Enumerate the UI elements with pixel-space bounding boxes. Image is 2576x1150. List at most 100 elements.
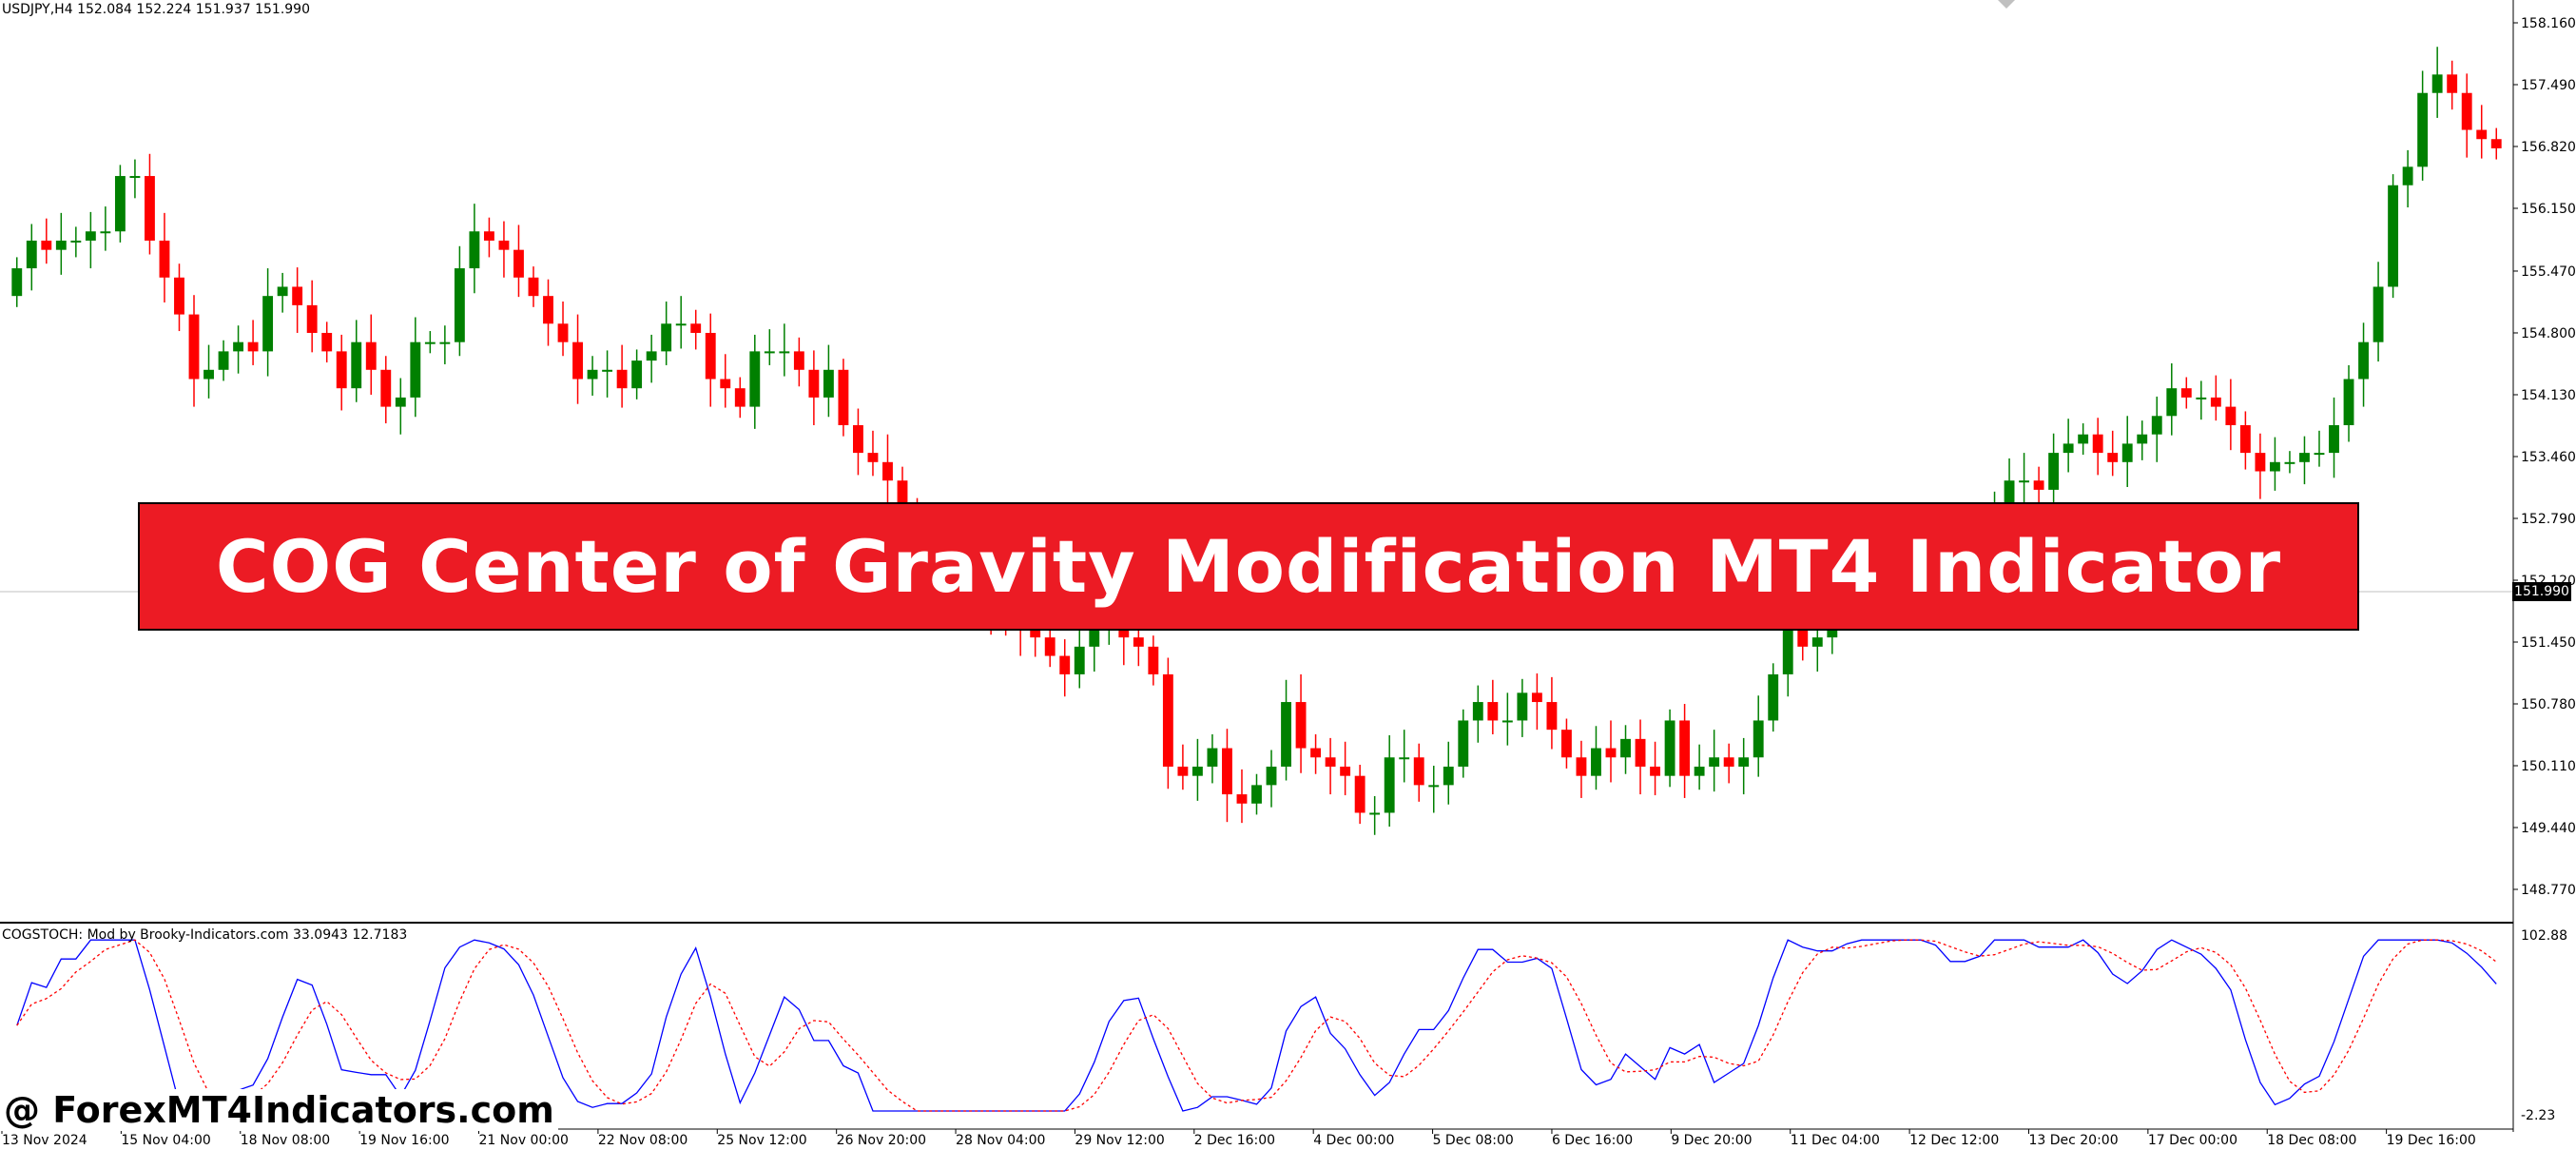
- candle-body: [1030, 628, 1041, 638]
- price-tick-label: 158.160: [2521, 16, 2576, 31]
- candle-body: [1222, 748, 1232, 795]
- candle-body: [454, 268, 465, 342]
- candle-body: [1531, 692, 1542, 703]
- stoch-main-line: [16, 939, 2497, 1112]
- candle-body: [188, 314, 200, 380]
- stochastic-lines: [16, 939, 2497, 1112]
- chart-shift-marker-icon[interactable]: [1998, 0, 2015, 9]
- candle-body: [646, 351, 657, 361]
- candle-body: [1517, 692, 1528, 721]
- candle-body: [1148, 646, 1159, 674]
- candle-body: [1679, 720, 1691, 776]
- candle-body: [1133, 637, 1144, 647]
- time-tick-label: 2 Dec 16:00: [1194, 1133, 1275, 1148]
- candle-body: [1591, 748, 1601, 776]
- candle-body: [55, 240, 67, 250]
- candle-body: [1620, 738, 1631, 758]
- candle-body: [1295, 702, 1307, 749]
- candle-body: [1797, 628, 1809, 647]
- candle-body: [292, 286, 303, 305]
- candle-body: [2358, 341, 2369, 380]
- candle-body: [85, 231, 96, 241]
- candle-body: [1325, 757, 1336, 767]
- candle-body: [1768, 673, 1779, 721]
- candle-body: [2121, 443, 2133, 462]
- time-tick-label: 18 Dec 08:00: [2267, 1133, 2356, 1148]
- title-banner: COG Center of Gravity Modification MT4 I…: [138, 502, 2359, 631]
- candle-body: [70, 240, 82, 243]
- candle-body: [306, 304, 318, 333]
- candle-body: [1162, 673, 1173, 767]
- candle-body: [114, 176, 126, 232]
- price-tick-label: 152.790: [2521, 512, 2576, 527]
- candle-body: [218, 351, 229, 370]
- candle-body: [2269, 461, 2280, 472]
- time-tick-label: 18 Nov 08:00: [241, 1133, 330, 1148]
- candle-body: [483, 231, 494, 241]
- candle-body: [1458, 720, 1469, 767]
- candle-body: [1207, 748, 1218, 767]
- candle-body: [2343, 379, 2354, 425]
- price-tick-label: 148.770: [2521, 883, 2576, 898]
- candle-body: [1723, 757, 1734, 767]
- candle-body: [395, 397, 406, 407]
- candle-body: [2004, 480, 2015, 509]
- candle-body: [1236, 794, 1248, 804]
- candle-body: [1044, 637, 1056, 656]
- candle-body: [1191, 766, 1203, 776]
- candle-body: [2255, 453, 2266, 472]
- candle-body: [1738, 757, 1750, 767]
- candle-body: [1354, 775, 1365, 813]
- candle-body: [2402, 166, 2413, 185]
- candle-body: [2151, 416, 2162, 435]
- candle-body: [1811, 637, 1823, 647]
- candle-body: [1399, 757, 1410, 760]
- candle-body: [1369, 812, 1381, 815]
- time-tick-label: 9 Dec 20:00: [1671, 1133, 1752, 1148]
- candle-body: [1501, 720, 1513, 723]
- candle-body: [2431, 74, 2443, 93]
- candle-body: [159, 240, 170, 278]
- candle-body: [1281, 702, 1291, 767]
- candle-body: [1561, 730, 1572, 758]
- candle-body: [2180, 388, 2192, 398]
- candle-body: [808, 369, 820, 398]
- candle-body: [2329, 424, 2339, 454]
- indicator-tick-label: 102.88: [2521, 928, 2567, 944]
- candle-body: [2447, 74, 2458, 93]
- candle-body: [2388, 185, 2399, 287]
- candle-body: [882, 461, 893, 481]
- candle-body: [174, 277, 184, 315]
- time-tick-label: 28 Nov 04:00: [956, 1133, 1045, 1148]
- candle-body: [1384, 757, 1395, 813]
- candle-body: [100, 231, 111, 234]
- time-tick-label: 13 Dec 20:00: [2028, 1133, 2118, 1148]
- candle-body: [675, 323, 687, 326]
- candle-body: [779, 351, 790, 354]
- candle-body: [2166, 388, 2178, 417]
- time-tick-label: 13 Nov 2024: [2, 1133, 87, 1148]
- candle-body: [1443, 766, 1454, 786]
- candle-body: [424, 341, 436, 344]
- candle-body: [1782, 628, 1793, 674]
- time-tick-label: 15 Nov 04:00: [121, 1133, 210, 1148]
- price-tick-label: 150.780: [2521, 697, 2576, 712]
- candle-body: [513, 249, 524, 278]
- indicator-axis: 102.88 -2.23: [2521, 928, 2567, 1123]
- candle-body: [498, 240, 510, 250]
- candle-body: [2210, 397, 2221, 407]
- candle-body: [1709, 757, 1720, 767]
- indicator-tick-label: -2.23: [2521, 1108, 2555, 1123]
- price-tick-label: 149.440: [2521, 821, 2576, 836]
- candle-body: [277, 286, 288, 297]
- candle-body: [1635, 738, 1646, 767]
- candle-body: [262, 296, 274, 352]
- candle-body: [1059, 655, 1071, 674]
- site-watermark: @ ForexMT4Indicators.com: [0, 1089, 558, 1131]
- candle-body: [26, 240, 37, 269]
- current-price-tag: 151.990: [2512, 582, 2571, 601]
- candle-body: [410, 341, 421, 398]
- candle-body: [2063, 443, 2074, 454]
- time-tick-label: 5 Dec 08:00: [1433, 1133, 1514, 1148]
